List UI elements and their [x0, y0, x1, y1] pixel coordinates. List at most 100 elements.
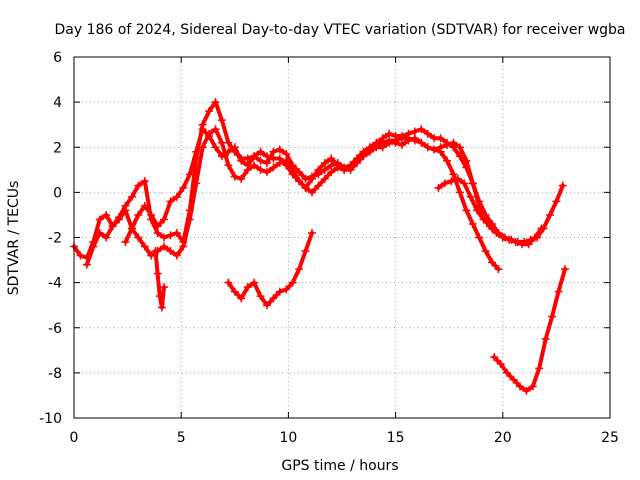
axis-ticks: 0 5 10 15 20 25 -10 -8 -6 -4 -2 0 2 4 6: [39, 50, 619, 446]
data-point: [481, 247, 490, 256]
y-tick-label: 2: [53, 140, 62, 156]
series-trace: [492, 267, 567, 393]
data-point: [275, 154, 284, 163]
data-point: [423, 129, 432, 138]
data-point: [121, 206, 130, 215]
data-point: [378, 143, 387, 152]
data-point: [217, 138, 226, 147]
data-point: [460, 179, 469, 188]
data-point: [282, 150, 291, 159]
grid: [74, 57, 610, 418]
data-point: [262, 159, 271, 168]
data-point: [172, 228, 181, 237]
data-point: [346, 161, 355, 170]
data-point: [449, 170, 458, 179]
y-tick-label: -6: [48, 321, 62, 337]
data-point: [166, 197, 175, 206]
data-point: [385, 129, 394, 138]
data-point: [485, 222, 494, 231]
data-point: [121, 238, 130, 247]
data-point: [256, 156, 265, 165]
data-point: [147, 210, 156, 219]
data-point: [140, 242, 149, 251]
y-tick-label: 6: [53, 50, 62, 66]
data-point: [151, 247, 160, 256]
data-point: [140, 177, 149, 186]
data-point: [440, 179, 449, 188]
data-point: [82, 260, 91, 269]
data-point: [404, 136, 413, 145]
data-point: [153, 228, 162, 237]
data-point: [269, 294, 278, 303]
data-point: [230, 172, 239, 181]
data-point: [269, 147, 278, 156]
data-point: [498, 233, 507, 242]
data-point: [160, 242, 169, 251]
data-point: [494, 265, 503, 274]
data-point: [522, 386, 531, 395]
data-point: [89, 242, 98, 251]
data-point: [558, 181, 567, 190]
data-point: [327, 168, 336, 177]
data-point: [455, 188, 464, 197]
data-point: [295, 265, 304, 274]
data-point: [153, 222, 162, 231]
y-tick-label: -2: [48, 231, 62, 247]
chart-title: Day 186 of 2024, Sidereal Day-to-day VTE…: [54, 22, 625, 38]
data-point: [172, 251, 181, 260]
data-point: [160, 233, 169, 242]
data-point: [417, 125, 426, 134]
data-point: [224, 278, 233, 287]
data-point: [211, 143, 220, 152]
data-point: [147, 251, 156, 260]
data-point: [443, 140, 452, 149]
data-point: [243, 283, 252, 292]
data-point: [530, 233, 539, 242]
data-point: [503, 368, 512, 377]
data-point: [102, 233, 111, 242]
data-point: [535, 364, 544, 373]
data-point: [462, 156, 471, 165]
data-point: [301, 183, 310, 192]
data-point: [353, 154, 362, 163]
data-point: [307, 174, 316, 183]
x-tick-label: 20: [494, 430, 512, 446]
data-point: [359, 150, 368, 159]
series-trace: [72, 100, 565, 260]
data-point: [301, 247, 310, 256]
data-point: [468, 219, 477, 228]
data-point: [256, 165, 265, 174]
data-point: [320, 174, 329, 183]
data-point: [237, 174, 246, 183]
data-point: [475, 233, 484, 242]
data-point: [250, 278, 259, 287]
x-tick-label: 5: [177, 430, 186, 446]
data-point: [192, 147, 201, 156]
data-point: [250, 152, 259, 161]
y-tick-label: -8: [48, 366, 62, 382]
data-point: [288, 278, 297, 287]
data-point: [417, 138, 426, 147]
data-point: [95, 215, 104, 224]
data-point: [410, 134, 419, 143]
data-point: [282, 285, 291, 294]
data-point: [155, 292, 164, 301]
data-point: [205, 131, 214, 140]
data-point: [554, 287, 563, 296]
data-point: [552, 197, 561, 206]
data-point: [423, 143, 432, 152]
data-point: [473, 206, 482, 215]
data-point: [230, 287, 239, 296]
x-tick-label: 0: [70, 430, 79, 446]
data-point: [134, 233, 143, 242]
data-point: [466, 192, 475, 201]
data-point: [185, 170, 194, 179]
data-point: [288, 170, 297, 179]
data-point: [237, 294, 246, 303]
data-point: [436, 143, 445, 152]
series-track-5: [224, 228, 316, 310]
data-point: [256, 147, 265, 156]
data-point: [127, 192, 136, 201]
data-point: [492, 228, 501, 237]
